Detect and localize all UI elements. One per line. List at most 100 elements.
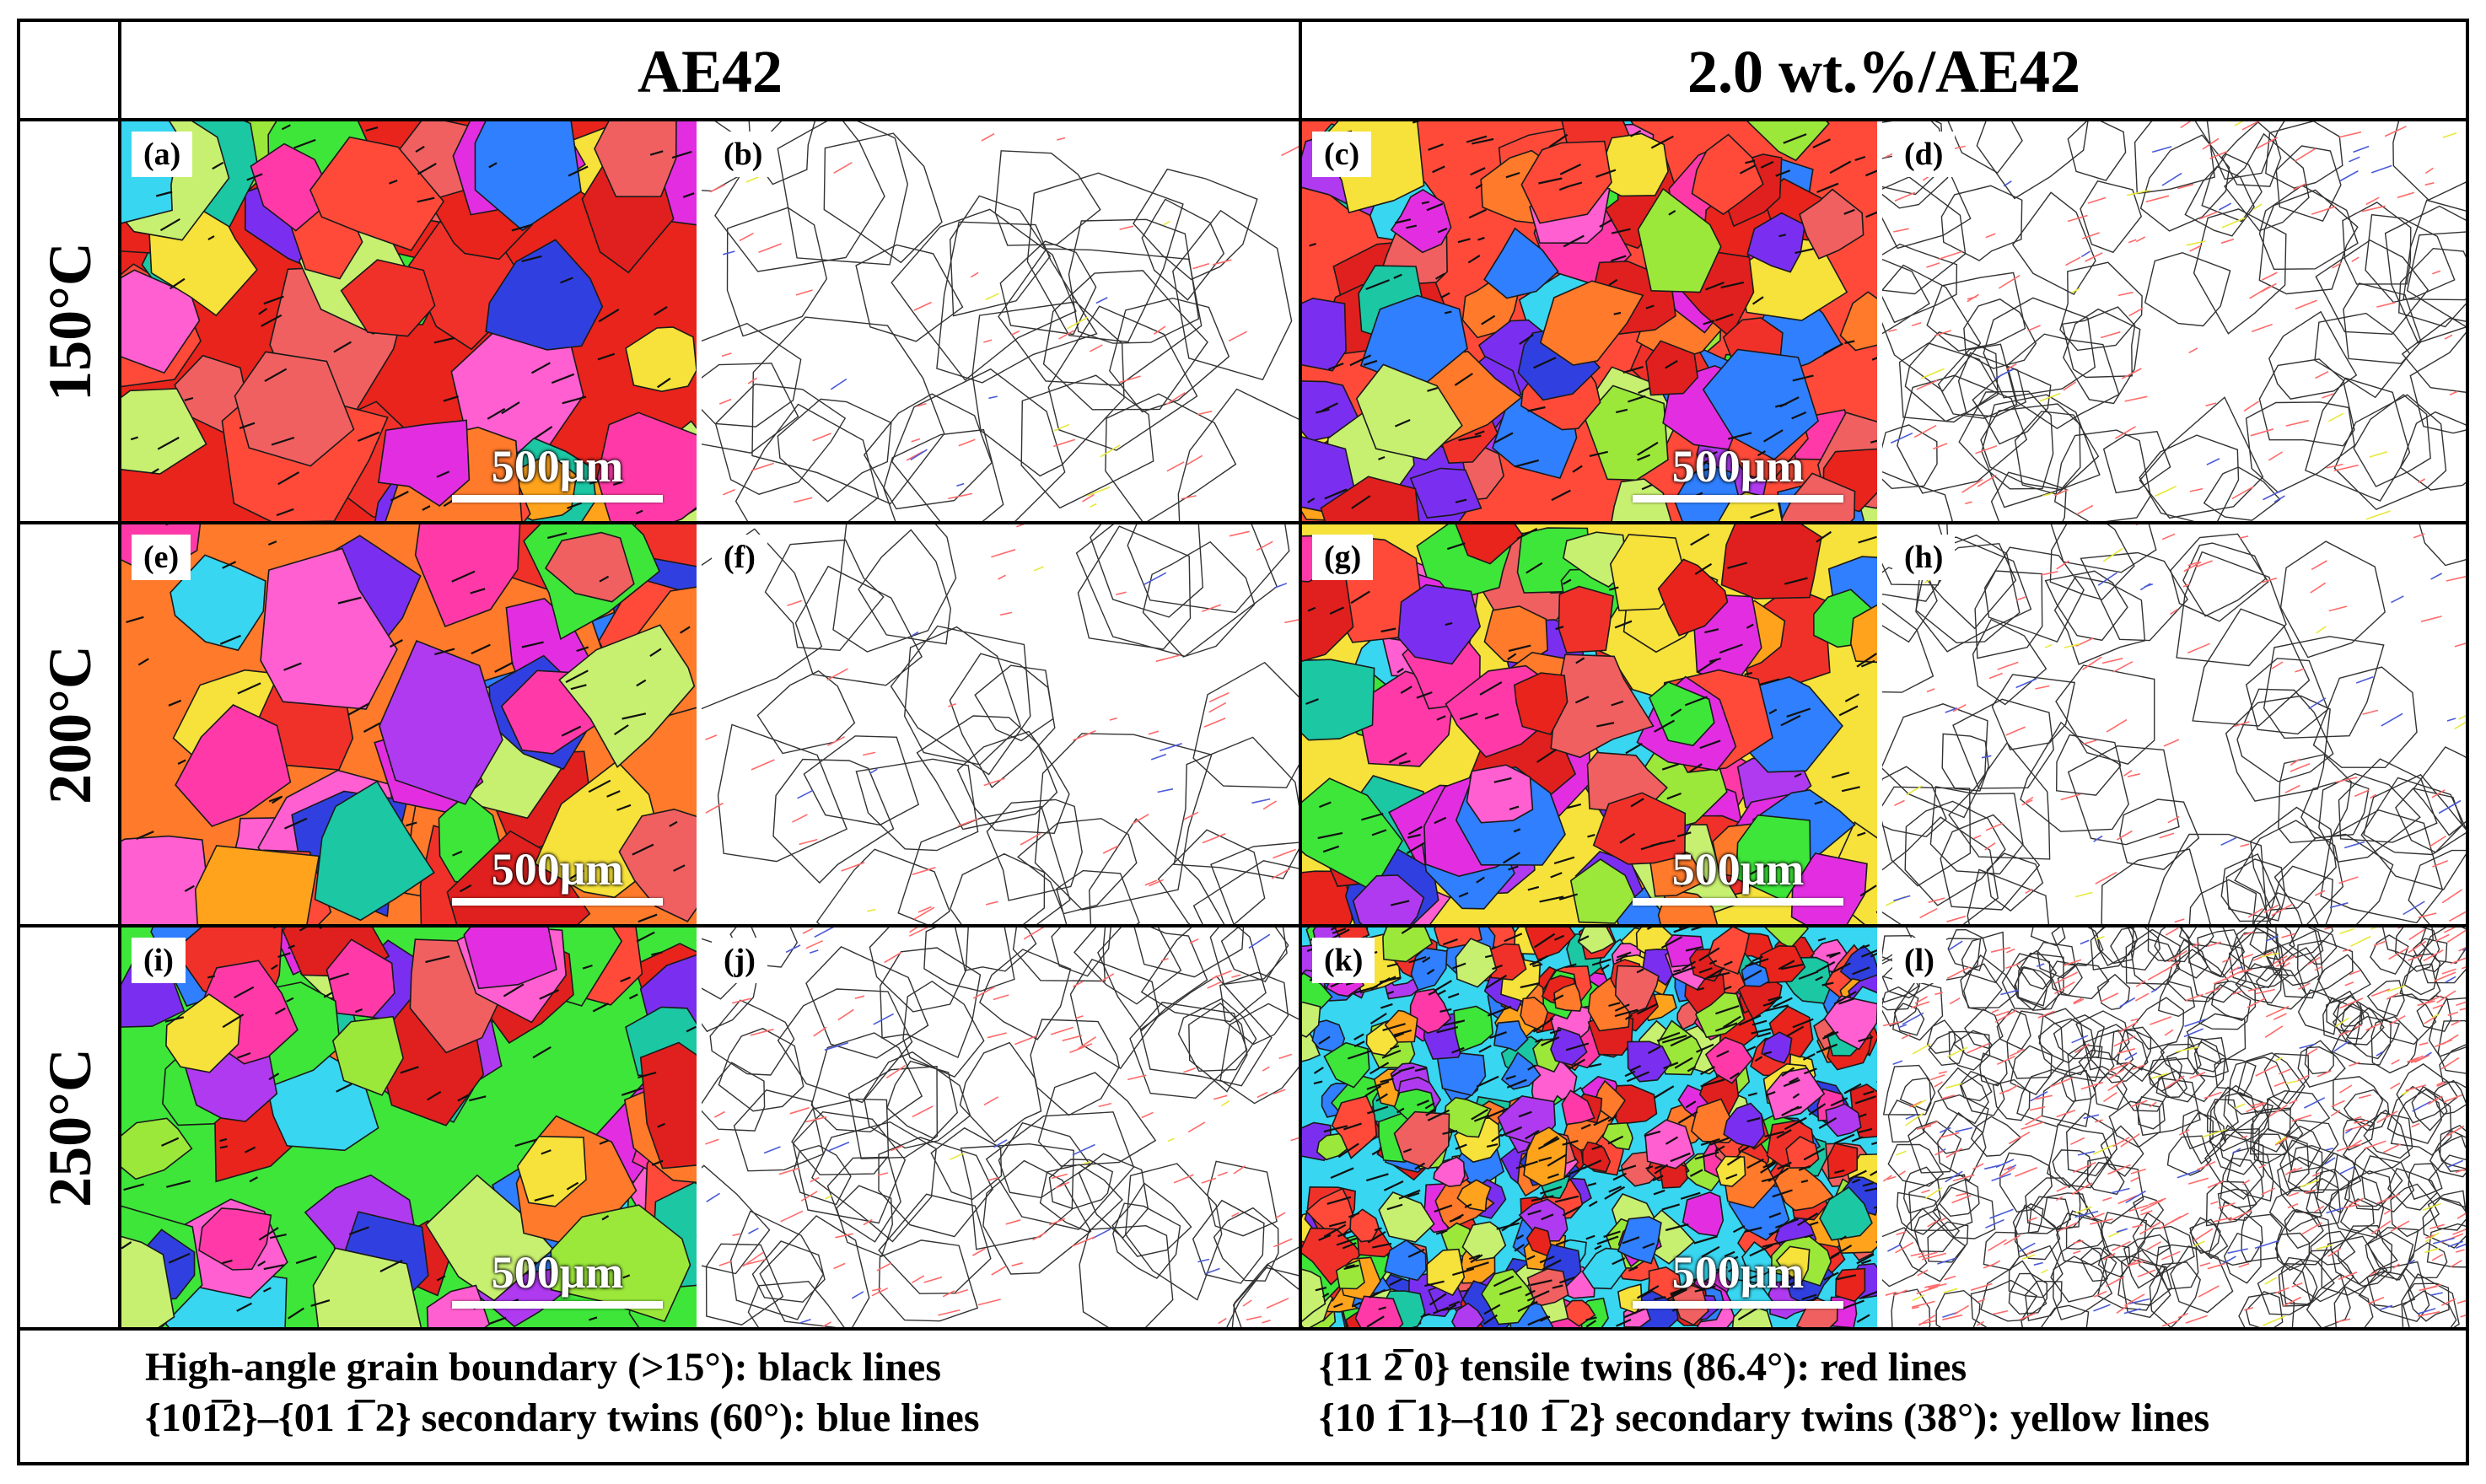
- twin-line: [1197, 1258, 1210, 1263]
- twin-line: [1887, 1244, 1902, 1252]
- twin-line: [2274, 1136, 2287, 1145]
- twin-line: [1708, 960, 1718, 965]
- twin-line: [1694, 562, 1713, 575]
- twin-line: [1426, 202, 1444, 212]
- twin-line: [2314, 890, 2326, 896]
- twin-line: [985, 901, 998, 906]
- twin-line: [1933, 443, 1948, 450]
- twin-line: [589, 1316, 598, 1321]
- twin-line: [222, 1014, 245, 1029]
- grain-boundary: [2053, 429, 2151, 521]
- twin-line: [991, 1265, 1007, 1276]
- grain-boundary: [886, 1060, 959, 1139]
- twin-line: [1912, 1300, 1935, 1308]
- twin-line: [1451, 1046, 1465, 1054]
- twin-line: [2455, 1249, 2465, 1253]
- grain-boundary: [729, 1210, 825, 1320]
- twin-line: [1938, 250, 1962, 261]
- grain-boundary: [2198, 984, 2252, 1030]
- grain-boundary: [2339, 1198, 2375, 1233]
- twin-line: [2338, 876, 2359, 884]
- grain-boundary: [1970, 1116, 2022, 1157]
- twin-line: [2070, 1137, 2085, 1146]
- grain: [1741, 1241, 1778, 1276]
- twin-line: [1700, 1078, 1725, 1088]
- twin-line: [1153, 325, 1166, 335]
- grain: [1617, 1216, 1662, 1265]
- twin-line: [2210, 1201, 2219, 1205]
- grain-boundary: [986, 798, 1083, 901]
- twin-line: [911, 438, 921, 443]
- twin-line: [649, 150, 664, 156]
- twin-line: [1724, 1250, 1735, 1258]
- scale-bar-line: [452, 495, 663, 503]
- scale-bar-label: 500μm: [491, 1247, 624, 1298]
- twin-line: [1220, 1100, 1230, 1107]
- twin-line: [863, 1218, 873, 1226]
- twin-line: [2227, 1248, 2248, 1254]
- twin-line: [1449, 1216, 1462, 1223]
- twin-line: [1477, 236, 1485, 241]
- twin-line: [1724, 985, 1732, 991]
- grain-boundary: [1941, 733, 1989, 792]
- twin-line: [1553, 856, 1575, 865]
- twin-line: [333, 341, 352, 353]
- twin-line: [2291, 1114, 2312, 1122]
- grain-boundary: [1996, 1008, 2031, 1051]
- twin-line: [389, 639, 403, 648]
- twin-line: [917, 402, 927, 407]
- grain-boundary: [2144, 251, 2231, 327]
- grain-boundary: [2139, 134, 2230, 232]
- grain-boundary: [2193, 1038, 2222, 1073]
- twin-line: [1983, 1263, 1994, 1269]
- grain-boundary: [2041, 1069, 2092, 1127]
- twin-line: [1838, 705, 1859, 717]
- grain-boundary: [2208, 1201, 2263, 1266]
- grain-boundary: [1948, 1030, 1991, 1071]
- twin-line: [2271, 903, 2294, 917]
- twin-line: [912, 1275, 925, 1283]
- twin-line: [2249, 286, 2270, 299]
- twin-line: [1208, 702, 1227, 713]
- twin-line: [1369, 1013, 1387, 1024]
- grain-boundary: [2268, 310, 2358, 400]
- twin-line: [323, 991, 334, 998]
- grain-boundary: [2439, 1124, 2466, 1173]
- twin-line: [2341, 1203, 2360, 1209]
- grain-boundary: [1882, 786, 1972, 887]
- twin-line: [2344, 1127, 2353, 1134]
- grain: [1839, 291, 1877, 352]
- grain-boundary: [702, 1062, 766, 1132]
- twin-line: [1593, 1116, 1610, 1126]
- twin-line: [993, 994, 1009, 1001]
- twin-line: [1924, 1187, 1943, 1200]
- twin-line: [2185, 1315, 2208, 1324]
- grain-boundary: [702, 1164, 771, 1275]
- grain-boundary: [2065, 1210, 2104, 1250]
- twin-line: [1614, 1003, 1630, 1012]
- twin-line: [1420, 1313, 1430, 1319]
- twin-line: [983, 777, 1005, 787]
- twin-line: [2130, 1018, 2139, 1022]
- twin-line: [1749, 863, 1768, 875]
- scale-bar-label: 500μm: [491, 844, 624, 895]
- twin-line: [157, 436, 180, 450]
- twin-line: [988, 395, 998, 400]
- twin-line: [1985, 1218, 2004, 1229]
- twin-line: [638, 1071, 657, 1078]
- twin-line: [1518, 1110, 1532, 1118]
- twin-line: [1533, 933, 1556, 949]
- grain: [1378, 1191, 1435, 1243]
- twin-line: [1091, 1228, 1111, 1239]
- grain-boundary: [726, 207, 828, 337]
- twin-line: [2117, 1021, 2139, 1034]
- twin-line: [1345, 1264, 1355, 1268]
- grain: [1520, 140, 1612, 224]
- twin-line: [1467, 254, 1481, 264]
- twin-line: [166, 1180, 191, 1188]
- twin-line: [1323, 1223, 1347, 1238]
- twin-line: [1629, 1065, 1642, 1072]
- twin-line: [638, 913, 658, 923]
- twin-line: [1350, 590, 1370, 605]
- twin-line: [1694, 1285, 1716, 1293]
